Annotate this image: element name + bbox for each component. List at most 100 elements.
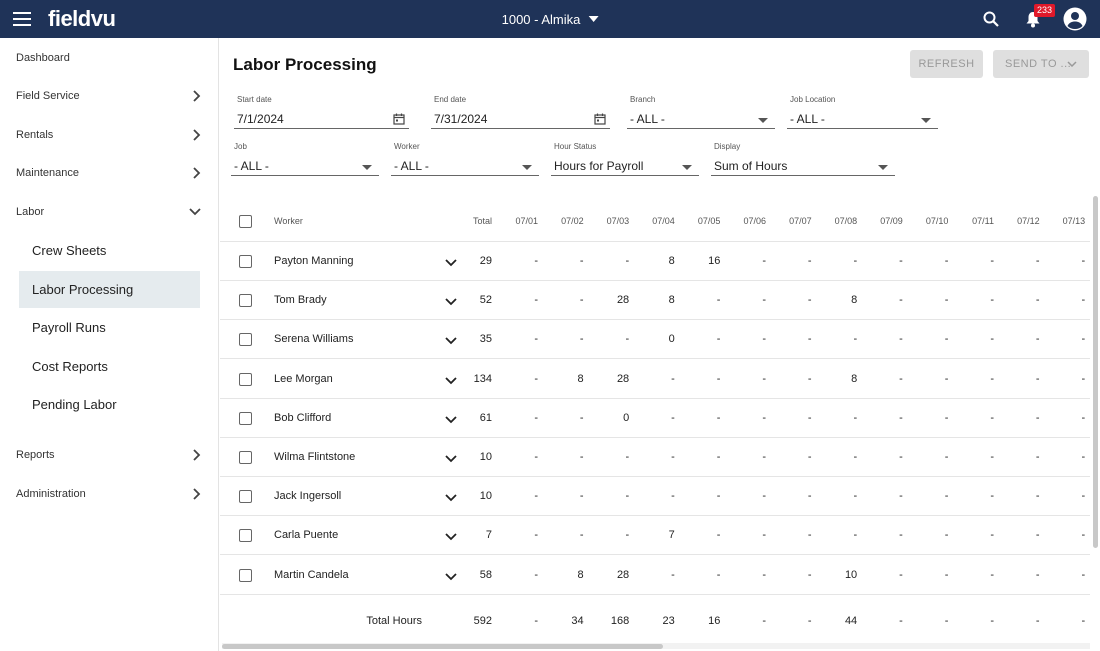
day-hours-cell[interactable]: - <box>1081 372 1086 385</box>
day-hours-cell[interactable]: - <box>762 490 766 503</box>
day-hours-cell[interactable]: - <box>944 255 949 267</box>
worker-column-header[interactable]: Worker <box>274 216 303 226</box>
day-hours-cell[interactable]: - <box>716 333 721 346</box>
day-hours-cell[interactable]: - <box>944 294 949 307</box>
day-hours-cell[interactable]: 10 <box>844 568 858 581</box>
worker-select[interactable]: Worker - ALL - <box>391 142 539 176</box>
expand-row-chevron-icon[interactable] <box>444 451 458 465</box>
day-hours-cell[interactable]: 28 <box>616 372 630 385</box>
day-hours-cell[interactable]: - <box>534 411 538 424</box>
day-hours-cell[interactable]: - <box>990 529 994 542</box>
day-hours-cell[interactable]: - <box>716 568 721 581</box>
day-hours-cell[interactable]: - <box>990 333 994 346</box>
day-hours-cell[interactable]: - <box>807 333 812 346</box>
date-column-header[interactable]: 07/11 <box>972 216 994 226</box>
row-checkbox[interactable] <box>239 255 252 268</box>
day-hours-cell[interactable]: - <box>807 255 812 267</box>
day-hours-cell[interactable]: - <box>625 490 630 503</box>
day-hours-cell[interactable]: 8 <box>851 372 858 385</box>
sidebar-subitem-crew-sheets[interactable]: Crew Sheets <box>19 232 200 269</box>
day-hours-cell[interactable]: - <box>1081 333 1086 346</box>
day-hours-cell[interactable]: - <box>762 294 766 307</box>
day-hours-cell[interactable]: - <box>534 372 538 385</box>
day-hours-cell[interactable]: - <box>853 529 858 542</box>
day-hours-cell[interactable]: - <box>1081 451 1086 463</box>
day-hours-cell[interactable]: - <box>899 568 903 581</box>
date-column-header[interactable]: 07/08 <box>834 216 858 226</box>
date-column-header[interactable]: 07/06 <box>743 216 766 226</box>
day-hours-cell[interactable]: - <box>944 529 949 542</box>
date-column-header[interactable]: 07/03 <box>606 216 630 226</box>
date-column-header[interactable]: 07/09 <box>880 216 903 226</box>
date-column-header[interactable]: 07/02 <box>561 216 584 226</box>
day-hours-cell[interactable]: - <box>534 490 538 503</box>
day-hours-cell[interactable]: - <box>1035 451 1040 463</box>
table-row[interactable]: Carla Puente 7 - - - 7 - - - - - - - - - <box>220 516 1090 556</box>
day-hours-cell[interactable]: - <box>1081 568 1086 581</box>
row-checkbox[interactable] <box>239 490 252 504</box>
day-hours-cell[interactable]: - <box>899 333 903 346</box>
table-row[interactable]: Payton Manning 29 - - - 8 16 - - - - - - - - <box>220 242 1090 281</box>
company-selector[interactable]: 1000 - Almika <box>502 0 599 38</box>
day-hours-cell[interactable]: - <box>853 333 858 346</box>
expand-row-chevron-icon[interactable] <box>444 294 458 308</box>
day-hours-cell[interactable]: - <box>625 333 630 346</box>
day-hours-cell[interactable]: - <box>990 451 994 463</box>
day-hours-cell[interactable]: 0 <box>623 411 630 424</box>
sidebar-item-dashboard[interactable]: Dashboard <box>0 43 219 73</box>
expand-row-chevron-icon[interactable] <box>444 373 458 387</box>
select-all-checkbox[interactable] <box>239 215 252 228</box>
day-hours-cell[interactable]: - <box>990 411 994 424</box>
table-row[interactable]: Tom Brady 52 - - 28 8 - - - 8 - - - - - <box>220 281 1090 321</box>
sidebar-subitem-cost-reports[interactable]: Cost Reports <box>19 348 200 385</box>
day-hours-cell[interactable]: - <box>807 451 812 463</box>
job-location-select[interactable]: Job Location - ALL - <box>787 95 938 129</box>
day-hours-cell[interactable]: - <box>671 411 675 424</box>
day-hours-cell[interactable]: - <box>944 568 949 581</box>
sidebar-subitem-labor-processing[interactable]: Labor Processing <box>19 271 200 308</box>
app-logo[interactable]: fieldvu <box>48 6 116 31</box>
date-column-header[interactable]: 07/01 <box>515 216 538 226</box>
table-row[interactable]: Wilma Flintstone 10 - - - - - - - - - - - - - <box>220 438 1090 477</box>
day-hours-cell[interactable]: - <box>1081 529 1086 542</box>
day-hours-cell[interactable]: - <box>1035 568 1040 581</box>
day-hours-cell[interactable]: - <box>671 372 675 385</box>
day-hours-cell[interactable]: - <box>625 255 630 267</box>
end-date-field[interactable]: End date 7/31/2024 <box>431 95 610 129</box>
day-hours-cell[interactable]: - <box>899 411 903 424</box>
horizontal-scrollbar[interactable] <box>222 643 1090 649</box>
date-column-header[interactable]: 07/07 <box>789 216 812 226</box>
day-hours-cell[interactable]: - <box>807 411 812 424</box>
day-hours-cell[interactable]: - <box>534 255 538 267</box>
day-hours-cell[interactable]: - <box>1035 333 1040 346</box>
branch-select[interactable]: Branch - ALL - <box>627 95 775 129</box>
row-checkbox[interactable] <box>239 451 252 464</box>
table-row[interactable]: Martin Candela 58 - 8 28 - - - - 10 - - - - - <box>220 556 1090 595</box>
table-row[interactable]: Bob Clifford 61 - - 0 - - - - - - - - - - <box>220 399 1090 438</box>
day-hours-cell[interactable]: - <box>716 294 721 307</box>
day-hours-cell[interactable]: - <box>853 451 858 463</box>
day-hours-cell[interactable]: 8 <box>851 294 858 307</box>
day-hours-cell[interactable]: 8 <box>668 255 675 267</box>
day-hours-cell[interactable]: - <box>990 490 994 503</box>
day-hours-cell[interactable]: - <box>944 333 949 346</box>
row-checkbox[interactable] <box>239 568 252 582</box>
expand-row-chevron-icon[interactable] <box>444 490 458 504</box>
day-hours-cell[interactable]: - <box>671 490 675 503</box>
day-hours-cell[interactable]: - <box>1081 490 1086 503</box>
day-hours-cell[interactable]: - <box>1081 411 1086 424</box>
day-hours-cell[interactable]: - <box>534 529 538 542</box>
sidebar-subitem-pending-labor[interactable]: Pending Labor <box>19 386 200 423</box>
day-hours-cell[interactable]: - <box>990 372 994 385</box>
day-hours-cell[interactable]: - <box>716 451 721 463</box>
day-hours-cell[interactable]: - <box>853 411 858 424</box>
day-hours-cell[interactable]: - <box>579 490 584 503</box>
day-hours-cell[interactable]: - <box>534 333 538 346</box>
sidebar-item-rentals[interactable]: Rentals <box>0 120 219 150</box>
day-hours-cell[interactable]: - <box>853 255 858 267</box>
date-column-header[interactable]: 07/10 <box>925 216 949 226</box>
day-hours-cell[interactable]: - <box>807 529 812 542</box>
day-hours-cell[interactable]: - <box>1035 490 1040 503</box>
day-hours-cell[interactable]: - <box>716 372 721 385</box>
day-hours-cell[interactable]: - <box>1081 255 1086 267</box>
